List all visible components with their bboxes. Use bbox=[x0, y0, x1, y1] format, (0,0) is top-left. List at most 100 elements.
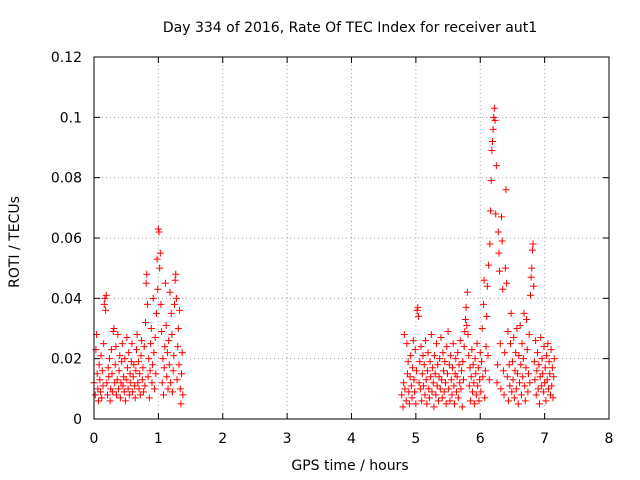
data-point bbox=[399, 403, 407, 411]
data-point bbox=[431, 352, 439, 360]
data-point bbox=[530, 358, 538, 366]
data-point bbox=[91, 391, 99, 399]
data-point bbox=[463, 321, 471, 329]
data-point bbox=[162, 321, 170, 329]
data-point bbox=[167, 309, 175, 317]
data-point bbox=[151, 334, 159, 342]
data-point bbox=[441, 358, 449, 366]
data-point bbox=[427, 331, 435, 339]
data-point bbox=[454, 394, 462, 402]
data-point bbox=[548, 364, 556, 372]
data-point bbox=[445, 361, 453, 369]
data-point bbox=[136, 391, 144, 399]
data-point bbox=[467, 373, 475, 381]
data-point bbox=[411, 388, 419, 396]
data-point bbox=[178, 370, 186, 378]
data-point bbox=[519, 373, 527, 381]
data-point bbox=[522, 364, 530, 372]
y-tick-label: 0.08 bbox=[51, 171, 82, 187]
data-point bbox=[507, 309, 515, 317]
data-point bbox=[108, 370, 116, 378]
data-point bbox=[508, 358, 516, 366]
data-point bbox=[122, 397, 130, 405]
data-point bbox=[453, 373, 461, 381]
data-point bbox=[422, 376, 430, 384]
data-point bbox=[531, 376, 539, 384]
data-point bbox=[421, 391, 429, 399]
x-axis-ticks: 0 1 2 3 4 5 6 7 8 bbox=[90, 57, 613, 447]
data-point bbox=[497, 385, 505, 393]
data-point bbox=[114, 331, 122, 339]
data-point bbox=[529, 240, 537, 248]
data-point bbox=[436, 355, 444, 363]
data-point bbox=[504, 328, 512, 336]
data-point bbox=[474, 382, 482, 390]
data-point bbox=[105, 355, 113, 363]
data-point bbox=[488, 137, 496, 145]
data-point bbox=[154, 285, 162, 293]
data-point bbox=[509, 376, 517, 384]
data-point bbox=[444, 328, 452, 336]
data-point bbox=[148, 379, 156, 387]
data-point bbox=[149, 294, 157, 302]
data-point bbox=[482, 343, 490, 351]
data-point bbox=[428, 388, 436, 396]
data-point bbox=[176, 385, 184, 393]
data-point bbox=[104, 364, 112, 372]
data-point bbox=[472, 391, 480, 399]
data-point bbox=[146, 367, 154, 375]
data-point bbox=[485, 261, 493, 269]
data-point bbox=[134, 379, 142, 387]
data-point bbox=[485, 376, 493, 384]
data-point bbox=[464, 331, 472, 339]
data-point bbox=[107, 346, 115, 354]
data-point bbox=[514, 370, 522, 378]
data-point bbox=[546, 370, 554, 378]
data-point bbox=[114, 385, 122, 393]
data-point bbox=[526, 379, 534, 387]
x-tick-label: 3 bbox=[283, 431, 292, 447]
data-point bbox=[443, 370, 451, 378]
data-point bbox=[155, 228, 163, 236]
data-point bbox=[469, 388, 477, 396]
data-point bbox=[545, 358, 553, 366]
data-point bbox=[407, 352, 415, 360]
data-point bbox=[484, 352, 492, 360]
data-point bbox=[118, 358, 126, 366]
data-point bbox=[117, 379, 125, 387]
data-point bbox=[548, 382, 556, 390]
data-point bbox=[170, 300, 178, 308]
data-point bbox=[123, 364, 131, 372]
data-point bbox=[507, 340, 515, 348]
data-point bbox=[432, 391, 440, 399]
data-point bbox=[446, 397, 454, 405]
data-point bbox=[168, 331, 176, 339]
data-point bbox=[479, 373, 487, 381]
data-point bbox=[494, 228, 502, 236]
data-point bbox=[176, 306, 184, 314]
data-point bbox=[445, 385, 453, 393]
data-point bbox=[432, 340, 440, 348]
data-point bbox=[541, 364, 549, 372]
data-point bbox=[480, 276, 488, 284]
data-point bbox=[537, 334, 545, 342]
data-point bbox=[457, 385, 465, 393]
data-point bbox=[172, 294, 180, 302]
data-point bbox=[130, 361, 138, 369]
data-point bbox=[544, 385, 552, 393]
data-point bbox=[133, 331, 141, 339]
data-point bbox=[401, 385, 409, 393]
data-point bbox=[402, 397, 410, 405]
data-point bbox=[523, 315, 531, 323]
data-point bbox=[483, 282, 491, 290]
data-point bbox=[540, 343, 548, 351]
data-point bbox=[534, 385, 542, 393]
data-point bbox=[158, 328, 166, 336]
data-point bbox=[132, 346, 140, 354]
data-point bbox=[479, 300, 487, 308]
data-point bbox=[500, 391, 508, 399]
data-point bbox=[409, 337, 417, 345]
data-point bbox=[525, 331, 533, 339]
data-point bbox=[128, 340, 136, 348]
data-point bbox=[488, 147, 496, 155]
